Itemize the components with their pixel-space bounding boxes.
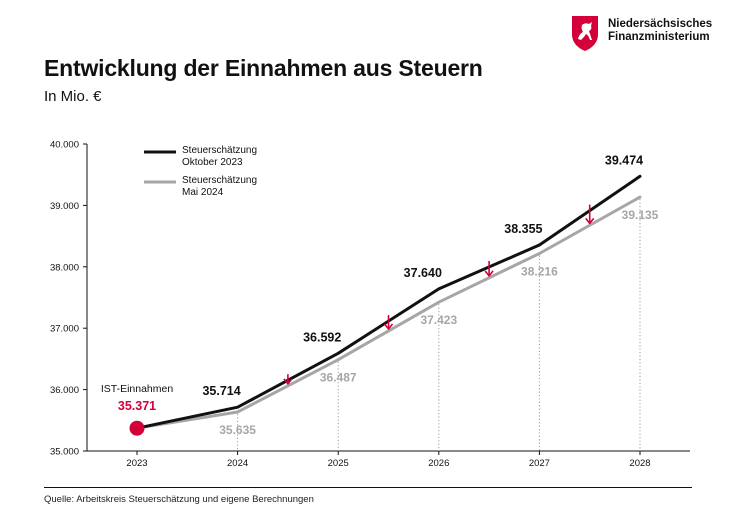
source-note: Quelle: Arbeitskreis Steuerschätzung und… [44,494,314,505]
ist-value-label: 35.371 [118,399,156,413]
revision-arrow [383,315,394,330]
revision-arrow-head [383,323,394,330]
ist-label: IST-Einnahmen [101,383,174,395]
x-tick-label: 2027 [529,458,550,469]
y-tick-label: 40.000 [50,140,79,151]
revision-arrow-head [585,217,595,225]
y-tick-label: 39.000 [50,201,79,212]
x-tick-label: 2025 [328,458,349,469]
data-label-oktober-2023: 37.640 [404,266,442,280]
ministry-name: Niedersächsisches Finanzministerium [608,18,712,44]
y-tick-label: 38.000 [50,262,79,273]
legend-label-mai-2024-line2: Mai 2024 [182,187,224,198]
footer-divider [44,487,692,488]
page-title: Entwicklung der Einnahmen aus Steuern [44,55,483,81]
data-label-mai-2024: 38.216 [521,265,558,279]
revision-arrow-head [484,270,494,277]
x-tick-label: 2026 [428,458,449,469]
revision-arrow [283,374,293,385]
data-label-oktober-2023: 36.592 [303,330,341,344]
tax-revenue-chart: 35.000 36.000 37.000 38.000 39.000 40.000 2023… [50,140,690,469]
data-label-oktober-2023: 38.355 [504,222,542,236]
revision-arrows [283,204,595,385]
data-label-mai-2024: 36.487 [320,371,357,385]
legend-label-mai-2024-line1: Steuerschätzung [182,175,257,186]
ministry-logo: Niedersächsisches Finanzministerium [570,14,730,54]
value-guides [237,199,641,451]
data-label-mai-2024: 37.423 [420,313,457,327]
chart-axes: 35.000 36.000 37.000 38.000 39.000 40.000 2023… [50,140,690,469]
x-tick-label: 2023 [126,458,147,469]
revision-arrow-head [283,378,293,385]
y-tick-label: 37.000 [50,324,79,335]
legend-label-oktober-2023-line2: Oktober 2023 [182,157,243,168]
data-label-mai-2024: 35.635 [219,423,256,437]
x-tick-label: 2024 [227,458,248,469]
revision-arrow [484,260,494,277]
data-label-mai-2024: 39.135 [622,208,659,222]
revision-arrow [585,204,595,225]
data-label-oktober-2023: 39.474 [605,153,643,167]
y-tick-label: 36.000 [50,385,79,396]
y-tick-label: 35.000 [50,447,79,458]
ministry-name-line1: Niedersächsisches [608,18,713,30]
x-tick-label: 2028 [629,458,650,469]
data-label-oktober-2023: 35.714 [202,384,240,398]
legend-label-oktober-2023-line1: Steuerschätzung [182,145,257,156]
ist-point [129,420,145,436]
series-line-mai-2024 [135,195,642,430]
unit-subtitle: In Mio. € [44,88,102,105]
data-labels: IST-Einnahmen 35.371 35.714 36.592 37.640 38.… [101,153,659,437]
ministry-name-line2: Finanzministerium [608,31,710,43]
horse-shield-icon [572,16,598,51]
